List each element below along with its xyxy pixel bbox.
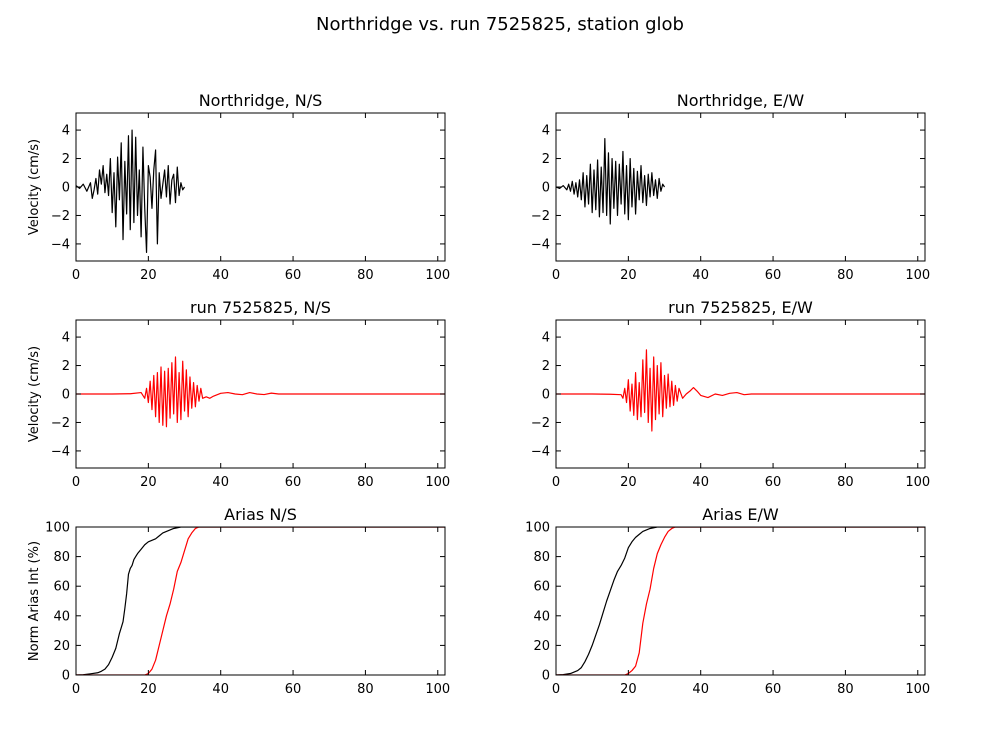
subplot-title: run 7525825, E/W: [668, 298, 813, 317]
subplot-4: run 7525825, E/W 0 20 40 60 80 100 −4 −2 0 2 4: [531, 298, 930, 490]
y-tick-label: −2: [531, 209, 550, 224]
x-tick-label: 20: [140, 682, 157, 697]
axes-frame: [555, 526, 926, 676]
x-tick-label: 100: [905, 682, 930, 697]
subplot-6: Arias E/W 0 20 40 60 80 100 0 20 40 60 80 100: [525, 505, 930, 697]
y-tick-label: 4: [62, 331, 70, 346]
x-tick-label: 80: [357, 268, 374, 283]
x-tick-label: 0: [72, 682, 80, 697]
figure-title: Northridge vs. run 7525825, station glob: [316, 14, 684, 35]
y-tick-label: 4: [62, 124, 70, 139]
y-tick-label: −4: [531, 237, 550, 252]
y-tick-label: 0: [542, 388, 550, 403]
series-line-1: [556, 349, 925, 432]
subplot-title: Northridge, E/W: [677, 91, 805, 110]
subplot-title: Northridge, N/S: [199, 91, 323, 110]
y-tick-label: 2: [62, 152, 70, 167]
x-tick-label: 60: [285, 475, 302, 490]
x-tick-label: 60: [285, 682, 302, 697]
x-tick-label: 80: [357, 682, 374, 697]
subplot-title: Arias N/S: [224, 505, 297, 524]
x-tick-label: 100: [905, 268, 930, 283]
y-axis-label: Velocity (cm/s): [27, 346, 42, 442]
axes-frame: [75, 526, 446, 676]
x-tick-label: 40: [692, 682, 709, 697]
x-tick-label: 20: [620, 475, 637, 490]
x-tick-label: 60: [765, 475, 782, 490]
x-tick-label: 40: [692, 268, 709, 283]
x-tick-label: 60: [765, 268, 782, 283]
subplot-grid: Northridge, N/S0 20 40 60 80 100−4−2024Veloci…: [27, 91, 930, 697]
y-axis-label: Velocity (cm/s): [27, 139, 42, 235]
x-tick-label: 80: [357, 475, 374, 490]
y-tick-label: −4: [51, 237, 70, 252]
x-tick-label: 20: [620, 682, 637, 697]
y-tick-label: 80: [533, 550, 550, 565]
y-tick-label: 0: [542, 181, 550, 196]
y-tick-label: 0: [62, 388, 70, 403]
y-tick-label: 60: [53, 580, 70, 595]
subplot-title: run 7525825, N/S: [190, 298, 331, 317]
x-tick-label: 20: [140, 475, 157, 490]
y-tick-label: −4: [51, 444, 70, 459]
subplot-2: Northridge, E/W 0 20 40 60 80 100 −4 −2 0 2 4: [531, 91, 930, 283]
series-line-1: [76, 527, 445, 675]
y-tick-label: 2: [62, 359, 70, 374]
series-line-2: [556, 527, 925, 675]
x-tick-label: 40: [212, 682, 229, 697]
y-tick-label: 40: [53, 609, 70, 624]
x-tick-label: 100: [425, 682, 450, 697]
x-tick-label: 80: [837, 475, 854, 490]
x-tick-label: 100: [425, 268, 450, 283]
y-tick-label: 4: [542, 124, 550, 139]
y-tick-label: 0: [542, 669, 550, 684]
y-axis-label: Norm Arias Int (%): [27, 541, 42, 661]
x-tick-label: 0: [72, 268, 80, 283]
series-line-1: [76, 356, 445, 428]
x-tick-label: 100: [905, 475, 930, 490]
y-tick-label: 60: [533, 580, 550, 595]
y-tick-label: 2: [542, 359, 550, 374]
x-tick-label: 20: [620, 268, 637, 283]
x-tick-label: 0: [552, 475, 560, 490]
y-tick-label: −2: [531, 416, 550, 431]
x-tick-label: 40: [692, 475, 709, 490]
x-tick-label: 0: [72, 475, 80, 490]
subplot-1: Northridge, N/S 0 20 40 60 80 100 −4 −2 0 2 4 Veloci…: [27, 91, 450, 283]
x-tick-label: 0: [552, 682, 560, 697]
y-tick-label: −4: [531, 444, 550, 459]
x-tick-label: 40: [212, 268, 229, 283]
y-tick-label: 20: [53, 639, 70, 654]
x-tick-label: 60: [285, 268, 302, 283]
y-tick-label: −2: [51, 416, 70, 431]
y-tick-label: 0: [62, 181, 70, 196]
y-tick-label: 4: [542, 331, 550, 346]
x-tick-label: 40: [212, 475, 229, 490]
x-tick-label: 60: [765, 682, 782, 697]
y-tick-label: 80: [53, 550, 70, 565]
y-tick-label: 40: [533, 609, 550, 624]
subplot-3: run 7525825, N/S 0 20 40 60 80 100 −4 −2 0 2 4 Veloc…: [27, 298, 450, 490]
series-line-1: [76, 129, 186, 254]
subplot-title: Arias E/W: [702, 505, 779, 524]
x-tick-label: 80: [837, 268, 854, 283]
y-tick-label: 0: [62, 669, 70, 684]
series-line-1: [556, 527, 925, 675]
y-tick-label: 100: [525, 521, 550, 536]
x-tick-label: 80: [837, 682, 854, 697]
y-tick-label: 20: [533, 639, 550, 654]
y-tick-label: 2: [542, 152, 550, 167]
series-line-1: [556, 138, 666, 225]
x-tick-label: 0: [552, 268, 560, 283]
y-tick-label: 100: [45, 521, 70, 536]
y-tick-label: −2: [51, 209, 70, 224]
x-tick-label: 100: [425, 475, 450, 490]
x-tick-label: 20: [140, 268, 157, 283]
series-line-2: [76, 527, 445, 675]
